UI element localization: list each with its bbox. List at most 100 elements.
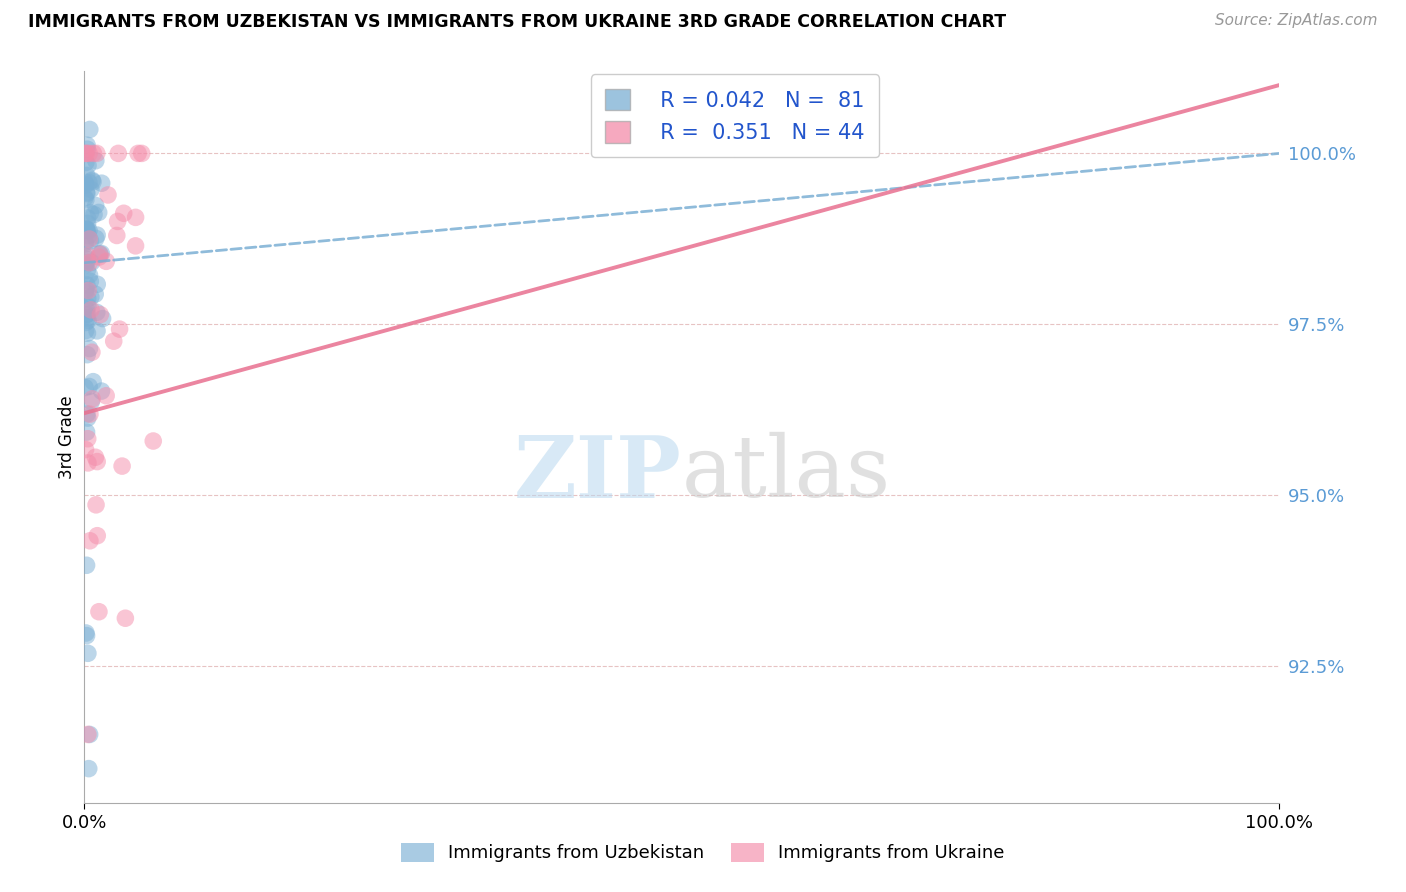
Point [76,142,98,156]
Point [77,456,100,470]
Point [75,316,97,330]
Point [86,529,108,543]
Point [84,498,107,512]
Point [114,611,136,625]
Point [79,274,101,288]
Point [77,646,100,660]
Point [127,146,149,161]
Point [90,384,112,398]
Y-axis label: 3rd Grade: 3rd Grade [58,395,76,479]
Point [82,146,104,161]
Point [77,284,100,298]
Point [96,254,118,268]
Point [124,239,146,253]
Point [107,146,129,161]
Point [73,222,96,236]
Point [75,324,97,338]
Point [87,605,110,619]
Point [75,155,97,169]
Point [77,299,100,313]
Point [75,308,97,322]
Point [87,250,110,264]
Point [76,211,98,225]
Point [76,217,98,231]
Point [96,389,118,403]
Point [76,255,98,269]
Point [80,290,103,304]
Point [73,235,96,250]
Point [86,228,108,243]
Point [86,305,108,319]
Point [131,146,153,161]
Point [79,407,101,421]
Point [86,324,108,338]
Point [80,345,103,359]
Point [76,292,98,306]
Point [79,255,101,269]
Point [84,450,107,465]
Point [82,375,104,389]
Text: Source: ZipAtlas.com: Source: ZipAtlas.com [1215,13,1378,29]
Text: IMMIGRANTS FROM UZBEKISTAN VS IMMIGRANTS FROM UKRAINE 3RD GRADE CORRELATION CHAR: IMMIGRANTS FROM UZBEKISTAN VS IMMIGRANTS… [28,13,1007,31]
Point [76,138,98,153]
Text: atlas: atlas [682,432,891,516]
Point [76,310,98,325]
Point [86,277,108,292]
Point [77,223,100,237]
Point [79,234,101,248]
Point [75,285,97,300]
Point [108,322,131,336]
Point [76,425,98,439]
Point [90,246,112,260]
Point [76,326,98,340]
Point [86,454,108,468]
Point [80,302,103,317]
Point [105,228,128,243]
Legend: Immigrants from Uzbekistan, Immigrants from Ukraine: Immigrants from Uzbekistan, Immigrants f… [394,836,1012,870]
Point [80,182,103,196]
Point [89,308,111,322]
Point [79,268,101,282]
Point [84,231,107,245]
Point [86,146,108,161]
Point [76,249,98,263]
Point [80,394,103,409]
Point [77,158,100,172]
Point [76,186,98,201]
Point [84,153,107,168]
Point [82,175,104,189]
Point [73,175,96,189]
Point [76,348,98,362]
Point [112,206,135,220]
Point [90,176,112,190]
Point [79,206,101,220]
Point [79,342,101,356]
Point [77,228,100,243]
Point [79,232,101,246]
Point [75,146,97,161]
Point [107,214,129,228]
Point [75,222,97,236]
Point [75,626,97,640]
Point [75,442,97,457]
Point [79,122,101,136]
Point [84,198,107,212]
Point [75,283,97,297]
Point [89,247,111,261]
Point [76,222,98,236]
Point [73,380,96,394]
Point [82,173,104,187]
Point [87,205,110,219]
Point [76,223,98,237]
Point [76,307,98,321]
Point [75,236,97,251]
Point [75,193,97,207]
Point [76,222,98,236]
Point [77,313,100,327]
Point [84,287,107,301]
Point [124,211,146,225]
Point [77,146,100,161]
Point [103,334,125,349]
Point [76,407,98,421]
Legend:   R = 0.042   N =  81,   R =  0.351   N = 44: R = 0.042 N = 81, R = 0.351 N = 44 [591,74,879,158]
